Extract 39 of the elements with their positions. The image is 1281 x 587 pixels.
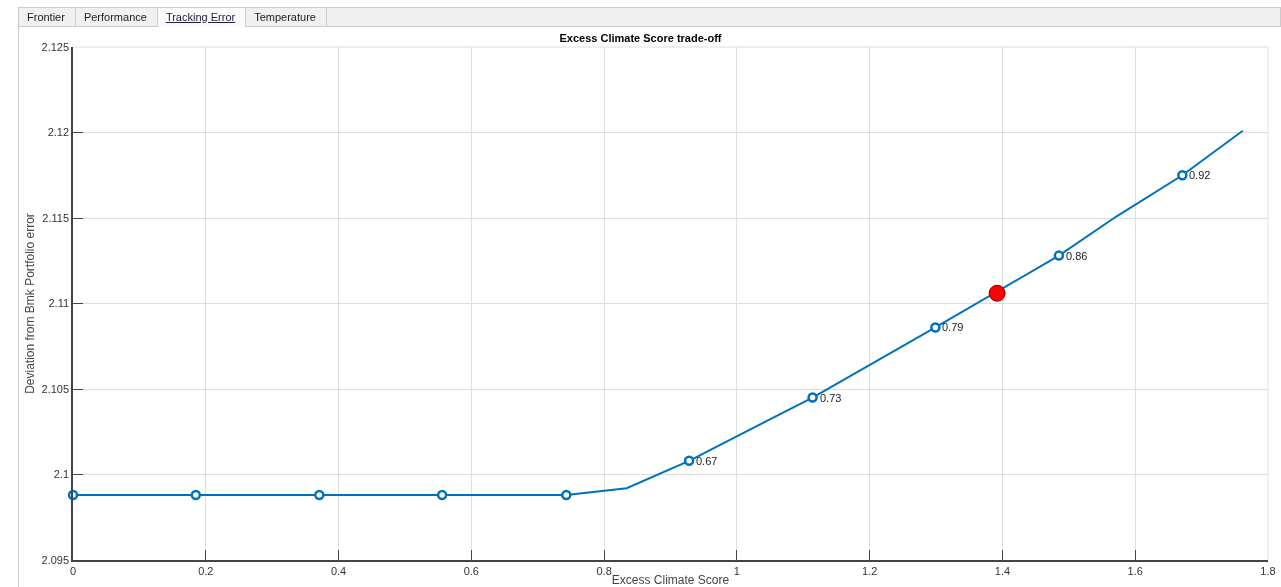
x-tick-label: 1.2 <box>862 564 878 577</box>
text: Tracking Error <box>157 8 247 27</box>
annotation: 0.92 <box>1189 169 1211 181</box>
x-tick-label: 1.4 <box>994 564 1011 577</box>
y-tick-label: 2.11 <box>48 297 70 310</box>
annotation: 0.86 <box>1066 250 1088 262</box>
text: Temperature <box>246 8 327 27</box>
text: Frontier <box>19 8 76 27</box>
y-tick-label: 2.1 <box>53 468 70 481</box>
annotation: 0.79 <box>942 321 964 333</box>
point <box>807 392 818 403</box>
point <box>930 322 941 333</box>
x-tick-label: 1.6 <box>1127 564 1143 577</box>
chart-title: Excess Climate Score trade-off <box>559 31 722 44</box>
point <box>190 489 202 501</box>
x-tick-label: 0.2 <box>198 564 214 577</box>
y-tick-label: 2.095 <box>41 553 70 566</box>
x-axis-title: Excess Climate Score <box>611 573 730 587</box>
point <box>436 489 448 501</box>
point <box>561 489 572 501</box>
annotation: 0.73 <box>820 392 842 404</box>
x-tick-label: 0.8 <box>596 564 612 577</box>
x-tick-label: 0.4 <box>330 564 347 577</box>
point <box>1053 250 1065 261</box>
y-tick-label: 2.105 <box>41 382 70 395</box>
point <box>1177 170 1188 181</box>
annotation: 0.67 <box>696 455 718 467</box>
point <box>314 489 325 501</box>
x-tick-label: 1.8 <box>1260 564 1276 577</box>
y-axis-title: Deviation from Bmk Portfolio error <box>23 213 38 394</box>
text: Performance <box>75 8 158 27</box>
x-tick-label: 0 <box>69 564 77 577</box>
point <box>988 284 1006 302</box>
x-tick-label: 0.6 <box>463 564 479 577</box>
x-tick-label: 1 <box>733 564 740 577</box>
point <box>683 455 695 467</box>
y-tick-label: 2.125 <box>41 40 70 53</box>
y-tick-label: 2.115 <box>42 211 70 224</box>
y-tick-label: 2.12 <box>47 126 70 139</box>
